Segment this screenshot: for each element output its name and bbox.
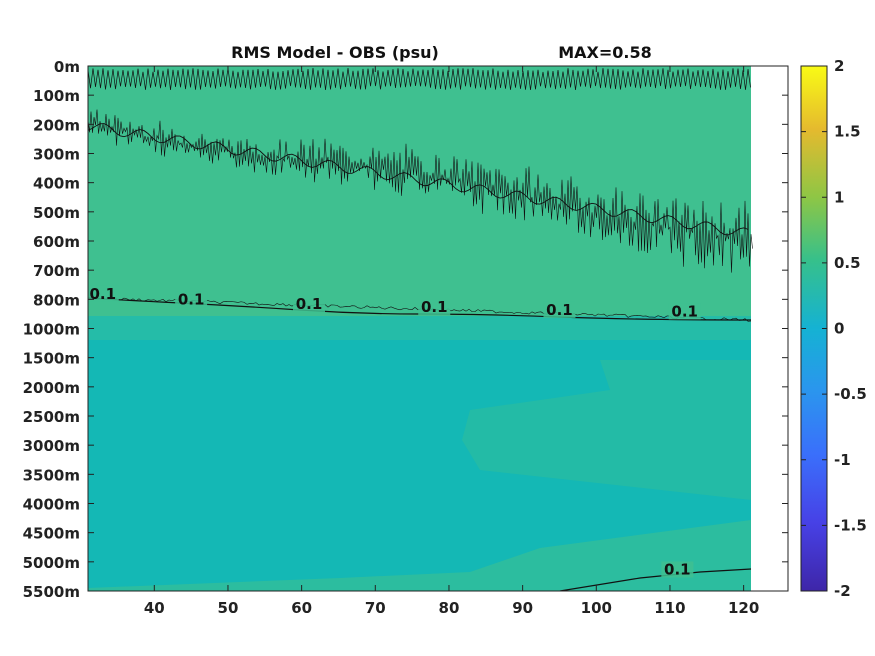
x-tick-label: 90 <box>512 599 533 617</box>
contour-band-surface <box>88 67 751 91</box>
y-tick-label: 800m <box>33 291 80 309</box>
contour-label: 0.1 <box>178 291 205 309</box>
x-tick-label: 100 <box>581 599 612 617</box>
contour-label-bg <box>175 291 208 308</box>
colorbar-tick-label: -2 <box>834 582 851 600</box>
contour-label: 0.1 <box>421 298 448 316</box>
contour-label: 0.1 <box>546 301 573 319</box>
x-tick-label: 110 <box>654 599 685 617</box>
y-tick-label: 400m <box>33 175 80 193</box>
y-axis: 0m 100m 200m 300m 400m 500m 600m 700m 800m 1000m 1… <box>23 58 788 601</box>
contour-label-bg <box>88 285 119 302</box>
chart-title: RMS Model - OBS (psu) <box>231 43 439 62</box>
colorbar-tick-label: -1.5 <box>834 516 867 534</box>
contour-label: 0.1 <box>671 302 698 320</box>
field-bottom <box>88 520 751 591</box>
y-tick-label: 100m <box>33 87 80 105</box>
y-tick-label: 3000m <box>23 437 80 455</box>
y-tick-label: 2500m <box>23 408 80 426</box>
x-tick-label: 40 <box>144 599 165 617</box>
x-tick-label: 80 <box>439 599 460 617</box>
chart-max-annotation: MAX=0.58 <box>558 43 652 62</box>
y-tick-label: 1000m <box>23 321 80 339</box>
contour-label: 0.1 <box>89 285 116 303</box>
field-upper <box>88 66 751 316</box>
contour-label-bg <box>293 296 325 313</box>
colorbar: 2 1.5 1 0.5 0 -0.5 -1 -1.5 -2 <box>800 57 867 600</box>
colorbar-tick-label: 2 <box>834 57 844 75</box>
colorbar-tick-label: 0.5 <box>834 254 861 272</box>
x-tick-label: 50 <box>218 599 239 617</box>
colorbar-ticks: 2 1.5 1 0.5 0 -0.5 -1 -1.5 -2 <box>801 57 867 600</box>
y-tick-label: 600m <box>33 233 80 251</box>
y-tick-label: 2000m <box>23 379 80 397</box>
colorbar-tick-label: 1.5 <box>834 123 861 141</box>
x-tick-label: 60 <box>291 599 312 617</box>
y-tick-label: 3500m <box>23 466 80 484</box>
contour-label-bg <box>668 303 701 320</box>
y-tick-label: 5000m <box>23 554 80 572</box>
contour-label: 0.1 <box>296 295 323 313</box>
contour-band-thermocline-edge <box>88 123 749 236</box>
colorbar-tick-label: -1 <box>834 451 851 469</box>
y-tick-label: 200m <box>33 116 80 134</box>
contour-labels: 0.1 0.1 0.1 0.1 0.1 0.1 0.1 <box>88 285 701 579</box>
y-tick-label: 300m <box>33 146 80 164</box>
y-tick-label: 700m <box>33 262 80 280</box>
y-tick-label: 0m <box>54 58 80 76</box>
colorbar-tick-label: 0 <box>834 320 844 338</box>
contour-label-bg <box>543 301 576 318</box>
x-tick-label: 120 <box>728 599 759 617</box>
contour-band-thermocline <box>88 109 753 273</box>
field-deep-bulge <box>462 360 751 500</box>
y-tick-label: 500m <box>33 204 80 222</box>
y-tick-label: 4000m <box>23 496 80 514</box>
x-tick-label: 70 <box>365 599 386 617</box>
plot-area: 0.1 0.1 0.1 0.1 0.1 0.1 0.1 <box>88 66 788 591</box>
contour-label: 0.1 <box>664 561 691 579</box>
x-axis: 40 50 60 70 80 90 100 110 120 <box>144 66 759 617</box>
y-tick-label: 4500m <box>23 525 80 543</box>
colorbar-tick-label: 1 <box>834 188 844 206</box>
contour-label-bg <box>661 561 694 578</box>
y-tick-label: 1500m <box>23 350 80 368</box>
contour-label-bg <box>418 299 451 315</box>
colorbar-tick-label: -0.5 <box>834 385 867 403</box>
y-tick-label: 5500m <box>23 583 80 601</box>
